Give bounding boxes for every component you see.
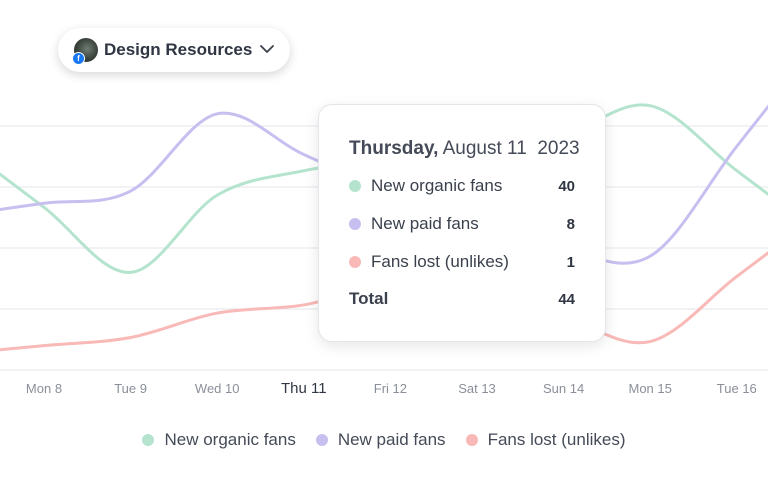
legend-item-paid[interactable]: New paid fans — [315, 430, 446, 450]
tooltip-row-value: 40 — [558, 177, 575, 195]
x-tick-label: Thu 11 — [281, 380, 327, 397]
chevron-down-icon[interactable] — [260, 44, 274, 54]
x-axis-ticks: Mon 8 Tue 9 Wed 10 Thu 11 Fri 12 Sat 13 Sun 14… — [26, 380, 757, 397]
paid-dot-icon — [315, 434, 328, 446]
lost-dot-icon — [465, 434, 478, 446]
legend-label: Fans lost (unlikes) — [487, 430, 626, 449]
tooltip-row-paid: New paid fans 8 — [349, 212, 575, 236]
x-tick-label: Sat 13 — [458, 381, 496, 396]
tooltip-total-value: 44 — [558, 290, 575, 308]
x-tick-label: Tue 16 — [717, 381, 757, 396]
x-tick-label: Sun 14 — [543, 381, 584, 396]
tooltip-year: 2023 — [537, 138, 580, 159]
tooltip-row-organic: New organic fans 40 — [349, 174, 575, 198]
tooltip-row-label: Fans lost (unlikes) — [371, 252, 509, 271]
legend-label: New organic fans — [164, 430, 296, 449]
page-name: Design Resources — [104, 40, 253, 59]
chart-legend: New organic fans New paid fans Fans lost… — [0, 430, 768, 450]
organic-dot-icon — [142, 434, 155, 446]
tooltip-date: August 11 — [442, 138, 527, 159]
x-tick-label: Wed 10 — [195, 381, 240, 396]
tooltip-row-label: New organic fans — [371, 176, 503, 195]
legend-item-lost[interactable]: Fans lost (unlikes) — [465, 430, 626, 450]
x-tick-label: Mon 15 — [629, 381, 672, 396]
tooltip-total-label: Total — [349, 289, 389, 308]
page-selector-dropdown[interactable]: f Design Resources — [58, 28, 290, 72]
data-tooltip: Thursday, August 11 2023 New organic fan… — [318, 104, 606, 342]
x-tick-label: Fri 12 — [374, 381, 407, 396]
legend-label: New paid fans — [337, 430, 446, 449]
legend-item-organic[interactable]: New organic fans — [142, 430, 296, 450]
x-tick-label: Mon 8 — [26, 381, 62, 396]
tooltip-day: Thursday, — [349, 138, 439, 159]
tooltip-title: Thursday, August 11 2023 — [349, 138, 580, 160]
tooltip-row-lost: Fans lost (unlikes) 1 — [349, 250, 575, 274]
facebook-icon: f — [72, 52, 85, 65]
avatar: f — [72, 38, 98, 65]
lost-dot-icon — [349, 256, 361, 268]
tooltip-row-value: 8 — [566, 215, 575, 233]
paid-dot-icon — [349, 218, 361, 230]
tooltip-row-label: New paid fans — [371, 214, 479, 233]
organic-dot-icon — [349, 180, 361, 192]
x-tick-label: Tue 9 — [114, 381, 147, 396]
tooltip-row-value: 1 — [566, 253, 575, 271]
tooltip-total-row: Total 44 — [349, 287, 575, 311]
